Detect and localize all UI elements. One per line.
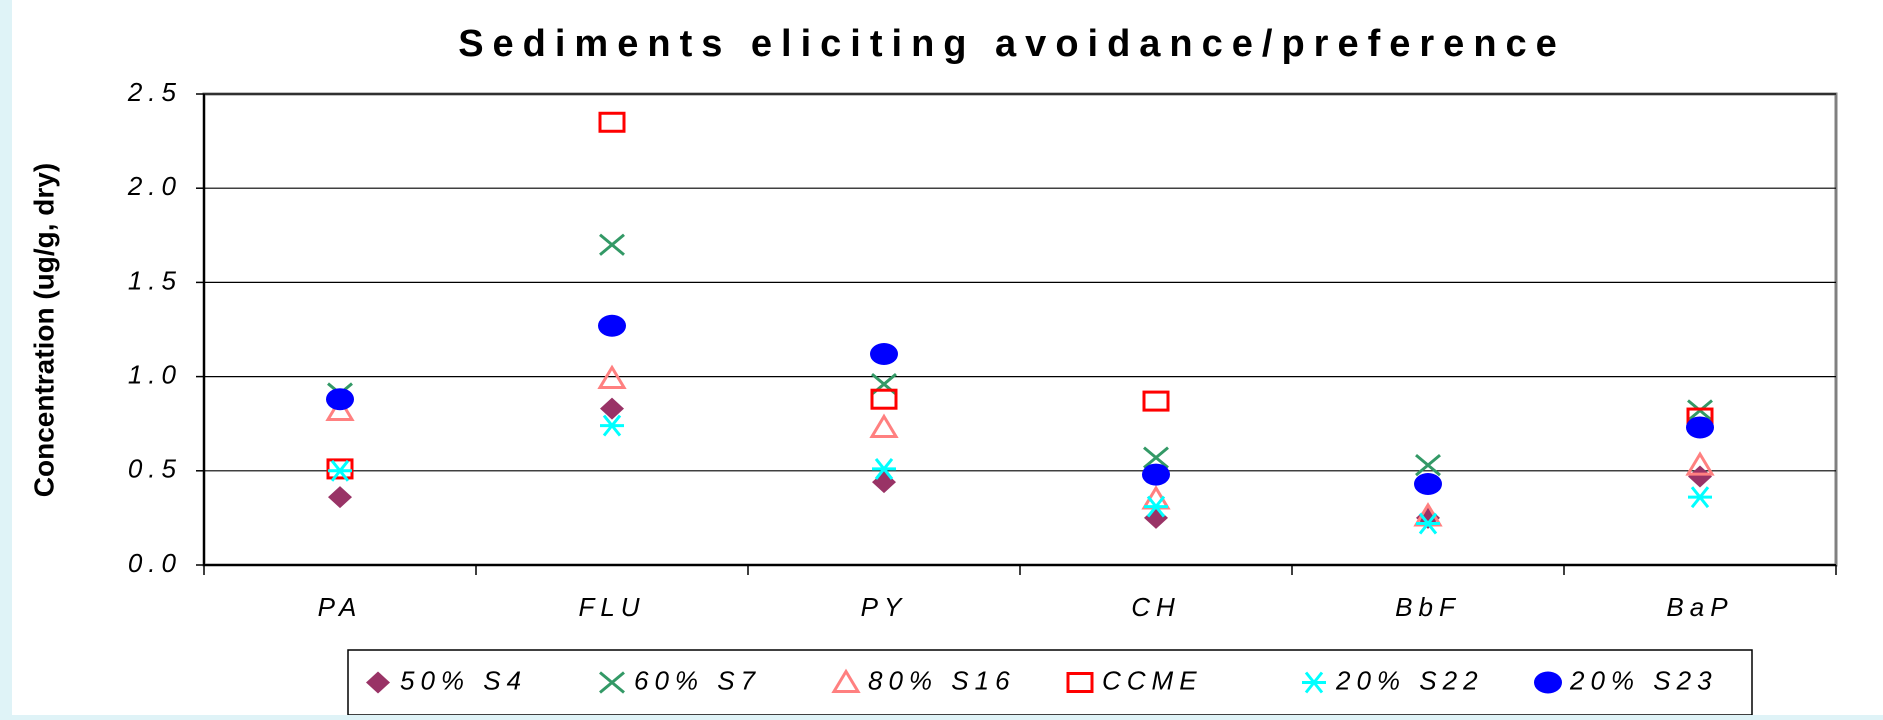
x-tick-label: CH bbox=[1131, 592, 1181, 622]
y-axis-label: Concentration (ug/g, dry) bbox=[28, 163, 59, 497]
point bbox=[1144, 495, 1168, 518]
legend-marker bbox=[366, 671, 390, 694]
point bbox=[870, 342, 898, 365]
y-tick-label: 1.5 bbox=[128, 265, 182, 295]
point bbox=[598, 314, 626, 337]
y-tick-label: 2.0 bbox=[127, 171, 182, 201]
legend-label: 60% S7 bbox=[634, 665, 761, 695]
point bbox=[599, 233, 625, 256]
chart-panel: Sediments eliciting avoidance/preference… bbox=[12, 0, 1883, 716]
point bbox=[872, 471, 896, 494]
y-tick-label: 1.0 bbox=[128, 359, 182, 389]
point bbox=[326, 388, 354, 411]
x-tick-label: PA bbox=[318, 592, 363, 622]
legend-box bbox=[347, 649, 1753, 716]
point bbox=[597, 364, 627, 389]
point bbox=[328, 486, 352, 509]
x-tick-label: FLU bbox=[578, 592, 645, 622]
point bbox=[872, 457, 896, 480]
x-tick-label: PY bbox=[861, 592, 908, 622]
legend-label: 20% S22 bbox=[1335, 665, 1484, 695]
point bbox=[869, 413, 899, 438]
legend-marker bbox=[1302, 671, 1326, 694]
point bbox=[328, 459, 352, 482]
point bbox=[1142, 463, 1170, 486]
point bbox=[1142, 390, 1170, 412]
point bbox=[1685, 451, 1715, 476]
legend-label: CCME bbox=[1102, 665, 1203, 695]
point bbox=[870, 388, 898, 410]
point bbox=[1144, 506, 1168, 529]
point bbox=[326, 458, 354, 480]
point bbox=[325, 396, 355, 422]
x-tick-label: BbF bbox=[1395, 592, 1461, 622]
chart-title: Sediments eliciting avoidance/preference bbox=[458, 23, 1566, 65]
point bbox=[1688, 486, 1712, 509]
point bbox=[1414, 472, 1442, 495]
legend-marker bbox=[831, 668, 861, 693]
plot-frame bbox=[202, 92, 1838, 567]
point bbox=[598, 111, 626, 133]
legend-label: 80% S16 bbox=[868, 665, 1016, 695]
point bbox=[1686, 416, 1714, 439]
y-tick-label: 2.5 bbox=[127, 77, 182, 107]
point bbox=[600, 414, 624, 437]
x-tick-label: BaP bbox=[1666, 592, 1733, 622]
legend-label: 50% S4 bbox=[400, 665, 527, 695]
point bbox=[1143, 446, 1169, 469]
point bbox=[1416, 512, 1440, 535]
y-tick-label: 0.5 bbox=[128, 454, 182, 484]
legend-label: 20% S23 bbox=[1569, 665, 1718, 695]
y-tick-label: 0.0 bbox=[128, 548, 182, 578]
point bbox=[600, 397, 624, 420]
point bbox=[1688, 465, 1712, 488]
chart: Sediments eliciting avoidance/preference… bbox=[28, 23, 1838, 716]
point bbox=[1415, 453, 1441, 477]
legend-marker bbox=[1534, 671, 1562, 694]
legend-marker bbox=[599, 671, 625, 694]
legend-marker bbox=[1066, 672, 1094, 693]
